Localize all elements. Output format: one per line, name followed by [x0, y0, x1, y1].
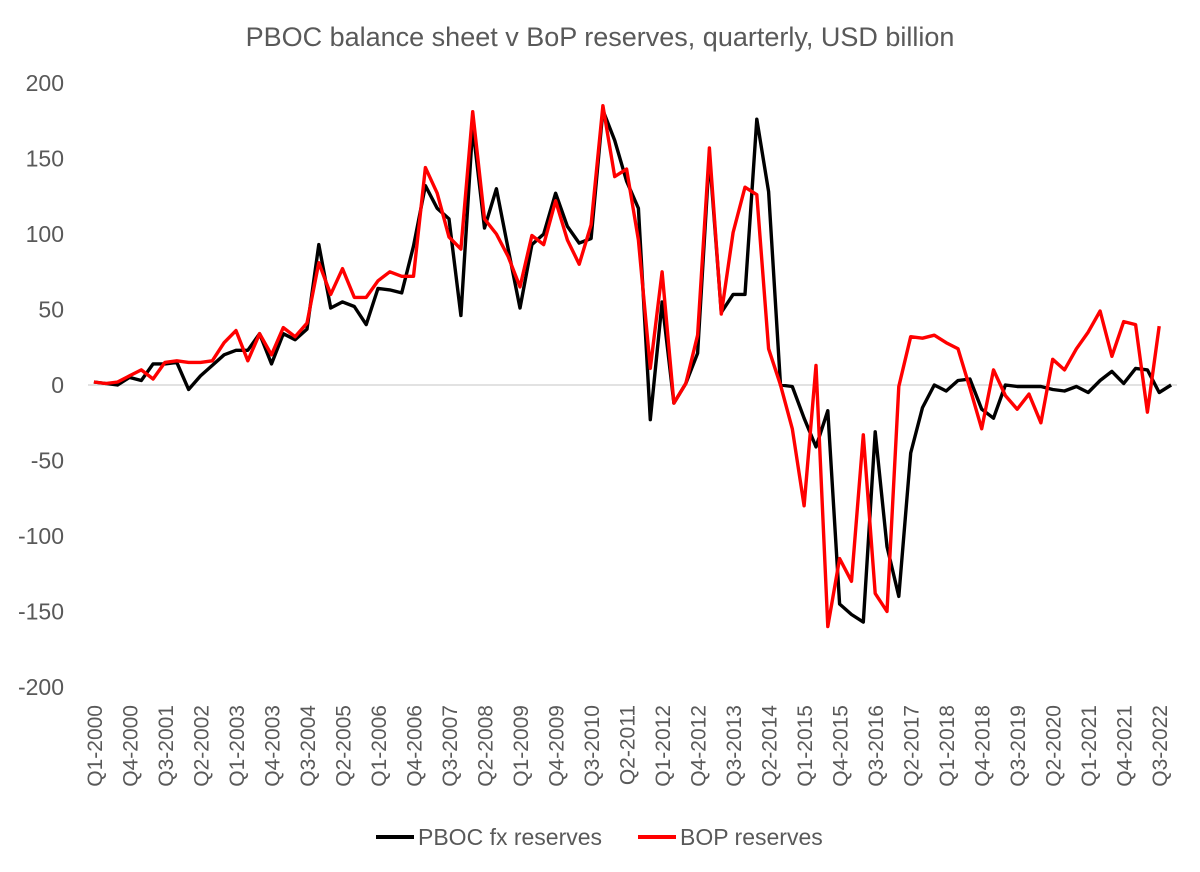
legend: PBOC fx reserves BOP reserves [376, 824, 823, 850]
x-tick-label: Q1-2018 [936, 705, 959, 787]
x-tick-label: Q4-2012 [688, 705, 711, 787]
y-tick-label: -100 [18, 523, 64, 549]
x-tick-label: Q4-2003 [262, 705, 285, 787]
y-axis: 200 150 100 50 0 -50 -100 -150 -200 [18, 70, 64, 700]
y-tick-label: 150 [26, 146, 64, 172]
x-tick-label: Q3-2001 [155, 705, 178, 787]
x-tick-label: Q3-2010 [581, 705, 604, 787]
y-tick-label: -50 [31, 448, 64, 474]
x-tick-label: Q1-2006 [368, 705, 391, 787]
x-tick-label: Q3-2016 [865, 705, 888, 787]
legend-label-bop-reserves: BOP reserves [680, 824, 823, 850]
series-line-bop-reserves [93, 103, 1161, 629]
x-tick-label: Q1-2009 [510, 705, 533, 787]
x-tick-label: Q4-2021 [1114, 705, 1137, 787]
x-tick-label: Q2-2008 [475, 705, 498, 787]
x-tick-label: Q3-2013 [723, 705, 746, 787]
x-tick-label: Q3-2022 [1149, 705, 1172, 787]
plot-area [93, 103, 1173, 629]
x-tick-label: Q1-2012 [652, 705, 675, 787]
x-tick-label: Q2-2005 [333, 705, 356, 787]
legend-label-pboc-fx-reserves: PBOC fx reserves [418, 824, 602, 850]
x-tick-label: Q3-2007 [439, 705, 462, 787]
x-tick-label: Q2-2011 [617, 705, 640, 785]
series-line-pboc-fx-reserves [93, 108, 1173, 624]
x-tick-label: Q2-2002 [191, 705, 214, 787]
x-tick-label: Q3-2004 [297, 705, 320, 787]
x-tick-label: Q4-2006 [404, 705, 427, 787]
x-tick-label: Q4-2015 [830, 705, 853, 787]
x-tick-label: Q2-2017 [901, 705, 924, 787]
y-tick-label: 0 [51, 372, 64, 398]
x-tick-label: Q2-2014 [759, 705, 782, 787]
y-tick-label: 200 [26, 70, 64, 96]
x-tick-label: Q1-2021 [1078, 705, 1101, 787]
y-tick-label: 100 [26, 221, 64, 247]
x-tick-label: Q1-2003 [226, 705, 249, 787]
x-tick-label: Q3-2019 [1007, 705, 1030, 787]
x-tick-label: Q4-2009 [546, 705, 569, 787]
x-tick-label: Q4-2000 [119, 705, 142, 787]
x-tick-label: Q1-2015 [794, 705, 817, 787]
chart-title: PBOC balance sheet v BoP reserves, quart… [246, 22, 955, 52]
x-tick-label: Q4-2018 [972, 705, 995, 787]
y-tick-label: 50 [38, 297, 64, 323]
x-tick-label: Q2-2020 [1043, 705, 1066, 787]
x-axis-tick-labels: Q1-2000 Q4-2000 Q3-2001 Q2-2002 Q1-2003 Q4-20… [84, 705, 1172, 787]
y-tick-label: -200 [18, 674, 64, 700]
y-tick-label: -150 [18, 599, 64, 625]
x-tick-label: Q1-2000 [84, 705, 107, 787]
